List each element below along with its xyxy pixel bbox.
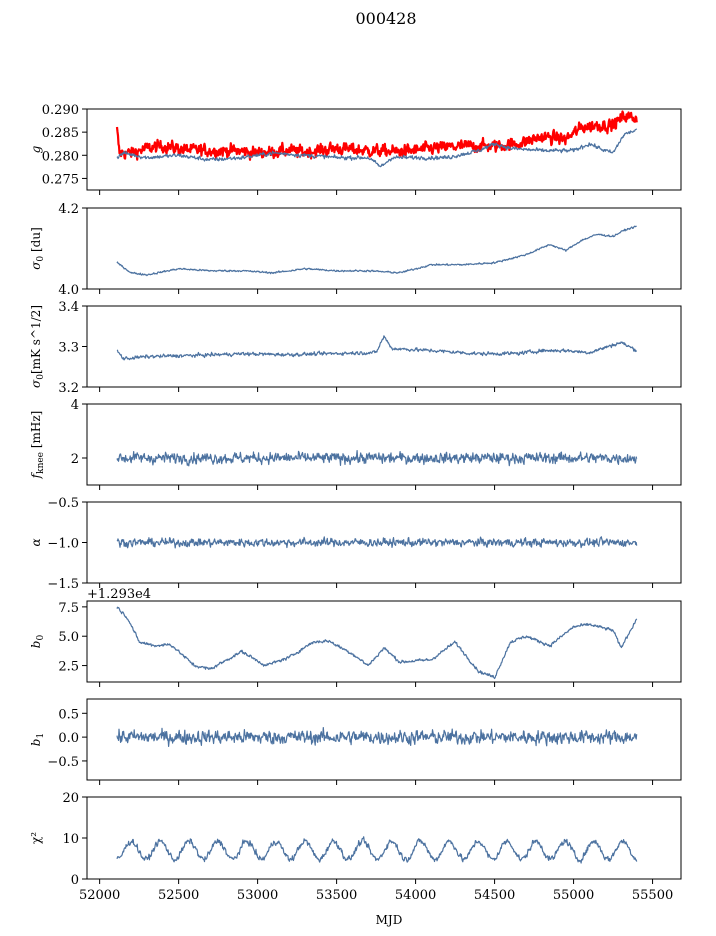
y-tick-label: 7.5 [58,601,79,616]
subplot-2: 4.0 4.2 σ0 [du] [29,202,682,298]
y-tick-label: 5.0 [58,630,79,645]
x-tick-label: 54500 [474,888,515,903]
y-axis-label: b0 [29,635,46,649]
series-line-1 [116,450,638,467]
y-tick-label: 2.5 [58,660,79,675]
axes-frame [86,600,682,683]
y-tick-label: 3.2 [58,381,79,396]
series-line-1 [116,335,637,361]
x-tick-label: 54000 [395,888,436,903]
series-line-1 [115,110,638,161]
subplot-8: 52000 52500 53000 53500 54000 54500 55000 55500… [29,791,682,903]
y-tick-label: 0.5 [58,707,79,722]
axes-frame [86,207,682,290]
y-tick-label: −1.0 [47,537,79,552]
y-tick-label: 4 [71,398,79,413]
y-tick-label: 4.0 [58,283,79,298]
x-tick-label: 53500 [316,888,357,903]
subplot-7: −0.5 0.0 0.5 b1 [29,698,682,785]
subplot-5: −1.5 −1.0 −0.5 α [29,496,682,592]
y-tick-label: 4.2 [58,202,79,217]
x-tick-label: 52500 [158,888,199,903]
y-axis-label: fknee [mHz] [29,411,46,480]
y-tick-label: 20 [62,791,79,806]
x-tick-label: 52000 [79,888,120,903]
y-tick-label: 0.285 [42,126,79,141]
y-tick-label: 2 [71,452,79,467]
series-line-1 [116,225,637,277]
axes-frame [86,698,682,781]
y-axis-label: α [29,538,43,546]
y-axis-label: σ0 [du] [29,227,46,270]
y-axis-label: b1 [29,733,46,746]
x-tick-label: 55000 [553,888,594,903]
y-tick-label: 0.275 [42,172,79,187]
subplot-1: 0.275 0.280 0.285 0.290 g [29,103,682,195]
y-tick-label: −1.5 [47,577,79,592]
x-axis-label: MJD [376,913,403,927]
figure-title: 000428 [355,9,416,28]
series-line-2 [116,128,638,168]
subplot-4: 2 4 fknee [mHz] [29,398,682,490]
series-line-1 [116,536,638,549]
axis-offset-label: +1.293e4 [87,587,151,602]
y-axis-label: σ0[mK s^1/2] [29,305,46,388]
y-tick-label: 0.290 [42,103,79,118]
axes-frame [86,108,682,191]
axes-frame [86,403,682,486]
series-line-1 [116,727,638,747]
y-axis-label: g [29,145,43,153]
subplot-6: 2.5 5.0 7.5 +1.293e4 b0 [29,587,682,687]
x-tick-label: 53000 [237,888,278,903]
series-line-1 [116,836,638,864]
y-axis-label: χ² [29,832,43,844]
x-tick-label: 55500 [632,888,673,903]
y-tick-label: 0 [71,873,79,888]
y-tick-label: 10 [62,832,79,847]
subplot-3: 3.2 3.3 3.4 σ0[mK s^1/2] [29,300,682,396]
axes-frame [86,305,682,388]
axes-frame [86,796,682,880]
y-tick-label: −0.5 [47,755,79,770]
y-tick-label: 3.4 [58,300,79,315]
y-tick-label: −0.5 [47,496,79,511]
subplot-stack: 0.275 0.280 0.285 0.290 g 4.0 4.2 σ0 [du] 3.2 3.3… [29,103,682,903]
y-tick-label: 3.3 [58,341,79,356]
y-tick-label: 0.280 [42,149,79,164]
series-line-1 [116,606,638,680]
y-tick-label: 0.0 [58,731,79,746]
